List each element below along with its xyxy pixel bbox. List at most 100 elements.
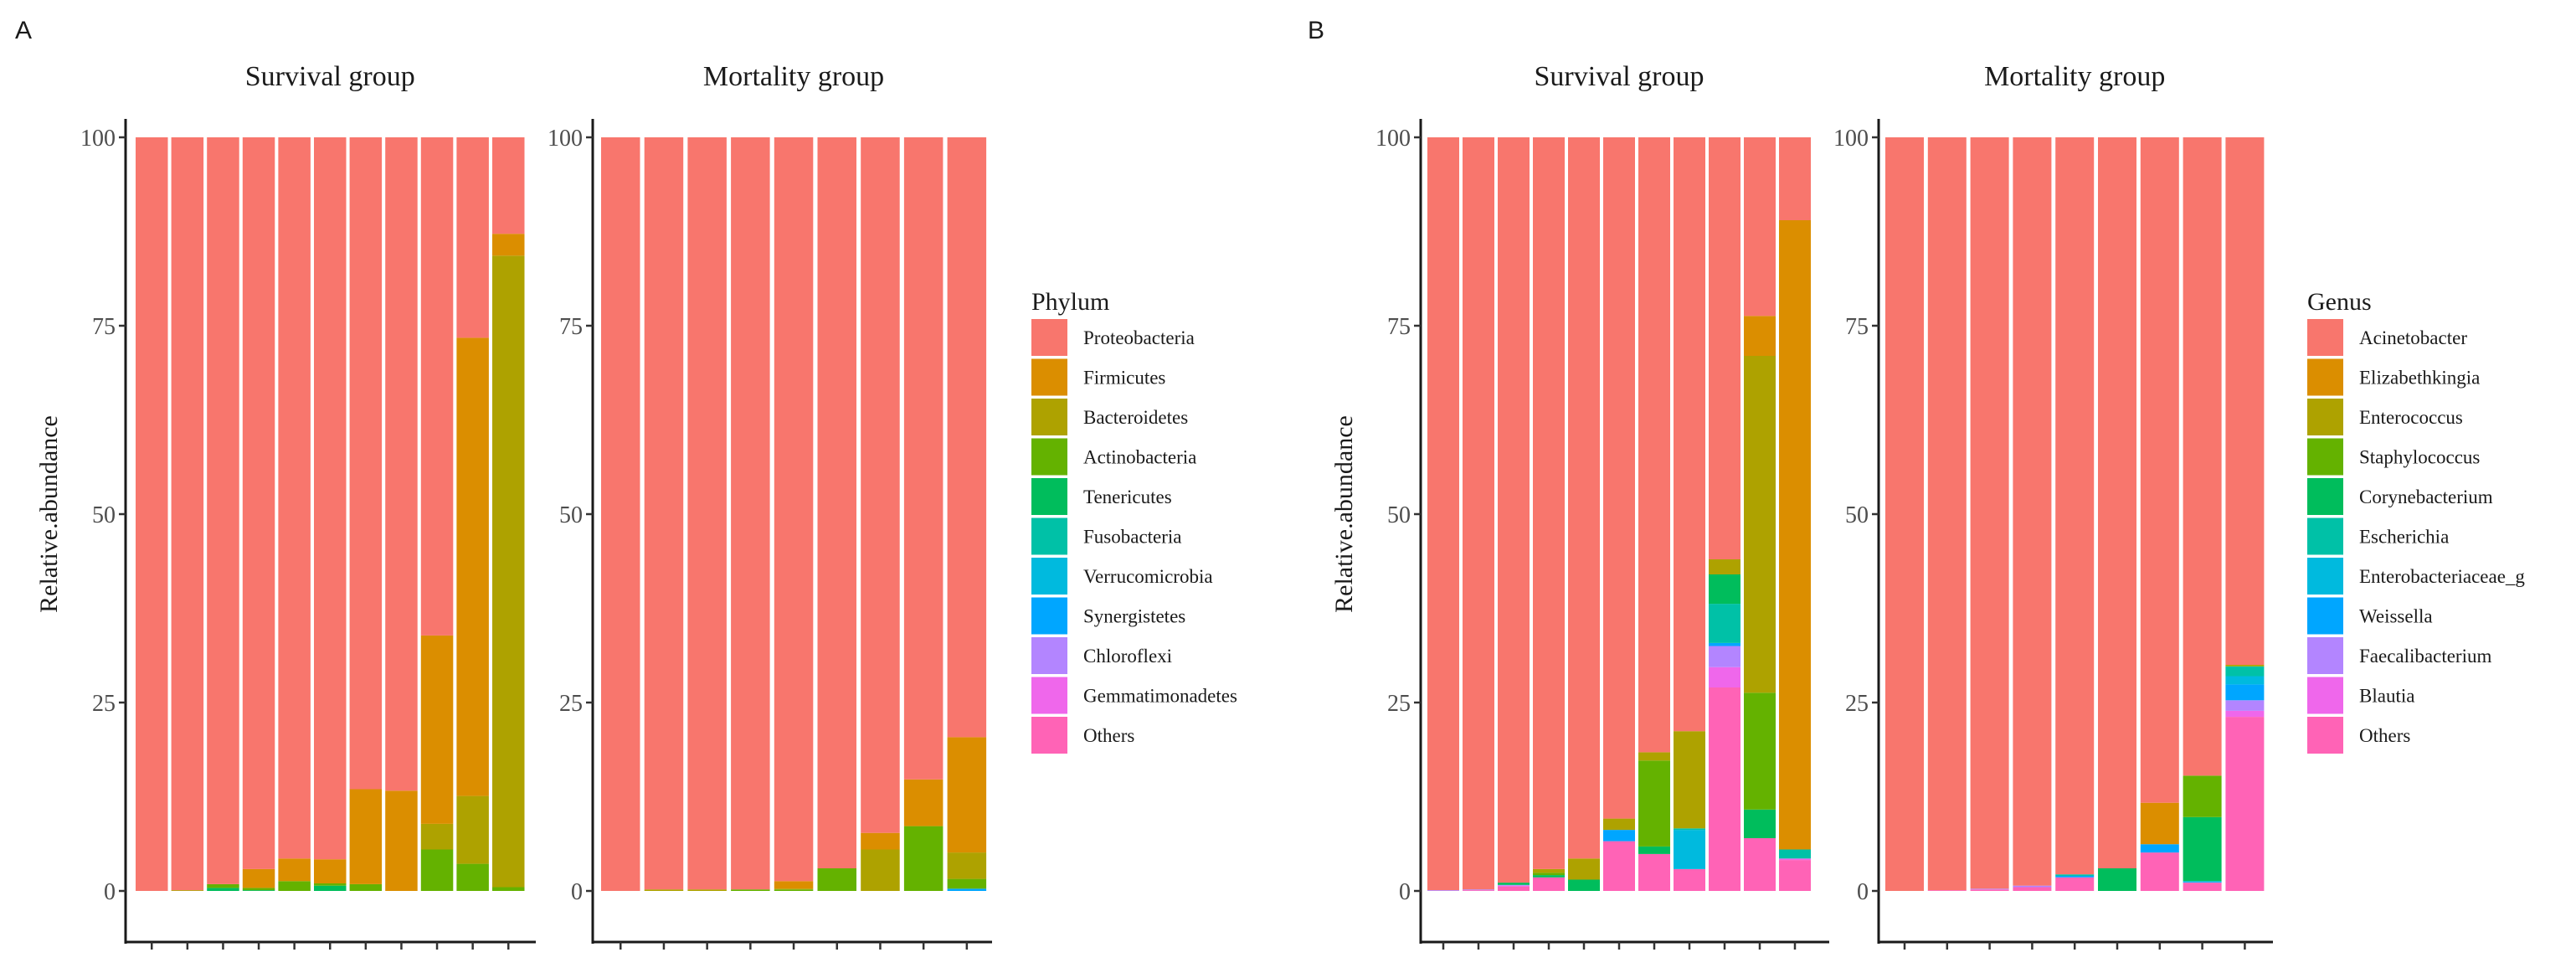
- bar-segment-bacteroidetes: [492, 255, 525, 888]
- bar-segment-bacteroidetes: [774, 888, 814, 890]
- bar-segment-weissella: [1603, 830, 1635, 842]
- bar-segment-faecalibacterium: [1709, 646, 1740, 667]
- bar-segment-firmicutes: [349, 789, 383, 884]
- bar-segment-actinobacteria: [817, 868, 856, 891]
- bar-segment-acinetobacter: [2098, 137, 2136, 868]
- bar-segment-bacteroidetes: [171, 890, 204, 891]
- legend-label: Staphylococcus: [2359, 447, 2480, 468]
- legend-label: Enterobacteriaceae_g: [2359, 566, 2525, 587]
- y-tick-label-a-mortality-group: 50: [559, 502, 583, 528]
- y-tick-label-b-mortality-group: 75: [1845, 314, 1869, 340]
- legend-label: Escherichia: [2359, 527, 2449, 548]
- legend-swatch: [1031, 597, 1067, 635]
- bar-segment-enterococcus: [1744, 356, 1776, 693]
- legend-label: Enterococcus: [2359, 407, 2463, 428]
- bar-segment-others: [1709, 687, 1740, 891]
- bar-segment-proteobacteria: [314, 137, 347, 860]
- bar-segment-enterococcus: [1533, 868, 1565, 873]
- bar-segment-firmicutes: [456, 337, 489, 796]
- bar-segment-proteobacteria: [644, 137, 684, 890]
- bar-segment-acinetobacter: [1568, 137, 1600, 859]
- facet-title-b-survival-group: Survival group: [1534, 61, 1704, 92]
- bar-segment-proteobacteria: [687, 137, 727, 890]
- panel-label-b: B: [1308, 17, 1325, 44]
- legend-label: Acinetobacter: [2359, 327, 2467, 348]
- bar-segment-firmicutes: [492, 234, 525, 256]
- bar-segment-firmicutes: [278, 858, 311, 882]
- y-tick-label-b-mortality-group: 0: [1857, 879, 1869, 905]
- bar-segment-enterobacteriaceae-g: [2183, 881, 2222, 883]
- bar-segment-acinetobacter: [2225, 137, 2265, 665]
- bar-segment-acinetobacter: [2055, 137, 2095, 875]
- bar-segment-actinobacteria: [207, 883, 239, 888]
- panel-label-a: A: [15, 17, 33, 44]
- bar-segment-firmicutes: [861, 832, 900, 850]
- bar-segment-proteobacteria: [278, 137, 311, 859]
- legend-label: Tenericutes: [1083, 486, 1172, 507]
- bar-segment-blautia: [1709, 667, 1740, 687]
- bar-segment-others: [1463, 890, 1494, 891]
- bar-segment-corynebacterium: [1744, 809, 1776, 838]
- bar-segment-corynebacterium: [1498, 883, 1530, 885]
- bar-segment-others: [1744, 838, 1776, 891]
- legend-swatch: [1031, 558, 1067, 595]
- bar-segment-enterococcus: [1603, 818, 1635, 831]
- legend-swatch: [2307, 717, 2343, 754]
- bar-segment-acinetobacter: [2013, 137, 2052, 886]
- bar-segment-enterobacteriaceae-g: [1674, 830, 1705, 869]
- legend-swatch: [2307, 478, 2343, 515]
- bar-segment-actinobacteria: [420, 849, 454, 891]
- bar-segment-others: [2140, 852, 2179, 891]
- bar-segment-faecalibacterium: [2013, 885, 2052, 888]
- bar-segment-firmicutes: [314, 859, 347, 883]
- bar-segment-escherichia: [1674, 828, 1705, 831]
- legend-label: Others: [1083, 725, 1134, 746]
- bar-segment-acinetobacter: [1638, 137, 1670, 753]
- bar-segment-acinetobacter: [2183, 137, 2222, 776]
- bar-segment-proteobacteria: [601, 137, 640, 891]
- y-axis-label-a: Relative.abundance: [35, 415, 63, 613]
- bar-segment-escherichia: [2225, 666, 2265, 677]
- bar-segment-acinetobacter: [2140, 137, 2179, 803]
- legend-swatch: [2307, 319, 2343, 356]
- bar-segment-actinobacteria: [731, 889, 770, 891]
- y-tick-label-b-survival-group: 50: [1387, 502, 1411, 528]
- bar-segment-firmicutes: [774, 881, 814, 889]
- bar-segment-proteobacteria: [136, 137, 168, 891]
- legend-swatch: [1031, 438, 1067, 476]
- bar-segment-corynebacterium: [1568, 879, 1600, 891]
- bar-segment-proteobacteria: [774, 137, 814, 882]
- facet-title-a-mortality-group: Mortality group: [703, 61, 884, 92]
- legend-swatch: [2307, 358, 2343, 396]
- bar-segment-actinobacteria: [278, 881, 311, 891]
- bar-segment-others: [1533, 877, 1565, 891]
- bar-segment-enterococcus: [1568, 858, 1600, 880]
- bar-segment-bacteroidetes: [687, 889, 727, 891]
- bar-segment-weissella: [1709, 642, 1740, 646]
- bar-segment-bacteroidetes: [644, 889, 684, 891]
- bar-segment-others: [1927, 890, 1967, 891]
- bar-segment-proteobacteria: [947, 137, 987, 738]
- bar-segment-acinetobacter: [1970, 137, 2009, 889]
- legend-label: Proteobacteria: [1083, 327, 1195, 348]
- bar-segment-actinobacteria: [349, 883, 383, 891]
- bar-segment-others: [1603, 841, 1635, 891]
- bar-segment-bacteroidetes: [947, 852, 987, 879]
- legend-label: Fusobacteria: [1083, 527, 1182, 548]
- bar-segment-corynebacterium: [1709, 574, 1740, 605]
- y-tick-label-a-mortality-group: 100: [548, 126, 583, 152]
- legend-title-b: Genus: [2307, 288, 2372, 316]
- y-tick-label-b-survival-group: 25: [1387, 691, 1411, 717]
- y-tick-label-a-survival-group: 0: [104, 879, 116, 905]
- legend-swatch: [2307, 597, 2343, 635]
- bar-segment-bacteroidetes: [420, 823, 454, 850]
- bar-segment-firmicutes: [242, 868, 275, 888]
- bar-segment-actinobacteria: [774, 889, 814, 891]
- facet-title-a-survival-group: Survival group: [245, 61, 415, 92]
- y-tick-label-b-mortality-group: 25: [1845, 691, 1869, 717]
- bar-segment-proteobacteria: [731, 137, 770, 890]
- bar-segment-proteobacteria: [207, 137, 239, 884]
- bar-segment-proteobacteria: [171, 137, 204, 891]
- bar-segment-enterococcus: [2225, 665, 2265, 667]
- y-tick-label-a-mortality-group: 75: [559, 314, 583, 340]
